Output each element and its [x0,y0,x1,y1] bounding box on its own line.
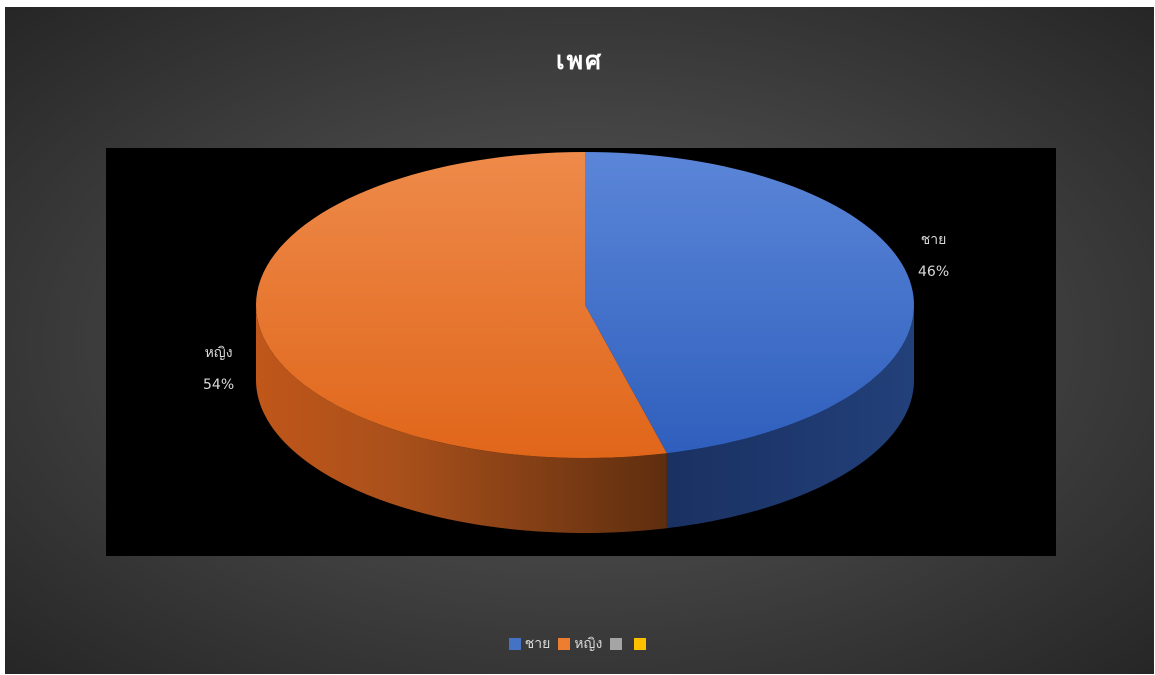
data-label-female-name: หญิง [204,345,233,361]
legend-swatch-3 [610,638,623,650]
pie-slice-0 [585,152,914,454]
legend-label-female: หญิง [574,636,603,652]
data-label-female: หญิง 54% [203,346,234,392]
legend-swatch-male [508,638,521,650]
legend-item-female: หญิง [558,633,602,655]
pie-slice-side-0 [666,305,914,529]
legend-swatch-female [558,638,571,650]
chart-title: เพศ [556,46,603,75]
data-label-female-percent: 54% [203,377,235,393]
legend-swatch-4 [634,638,647,650]
legend-label-male: ชาย [524,636,551,652]
legend-item-3 [610,638,626,650]
chart-frame: เพศ [5,7,1154,674]
data-label-male-name: ชาย [920,232,947,248]
pie-slice-side-1 [256,305,667,533]
data-label-male-percent: 46% [918,264,950,280]
pie-chart [256,152,914,533]
legend-item-male: ชาย [508,633,551,655]
data-label-male: ชาย 46% [918,233,949,279]
pie-slice-1 [256,152,667,458]
legend: ชาย หญิง [5,633,1154,655]
plot-area: ชาย 46% หญิง 54% [106,148,1056,556]
legend-item-4 [634,638,650,650]
